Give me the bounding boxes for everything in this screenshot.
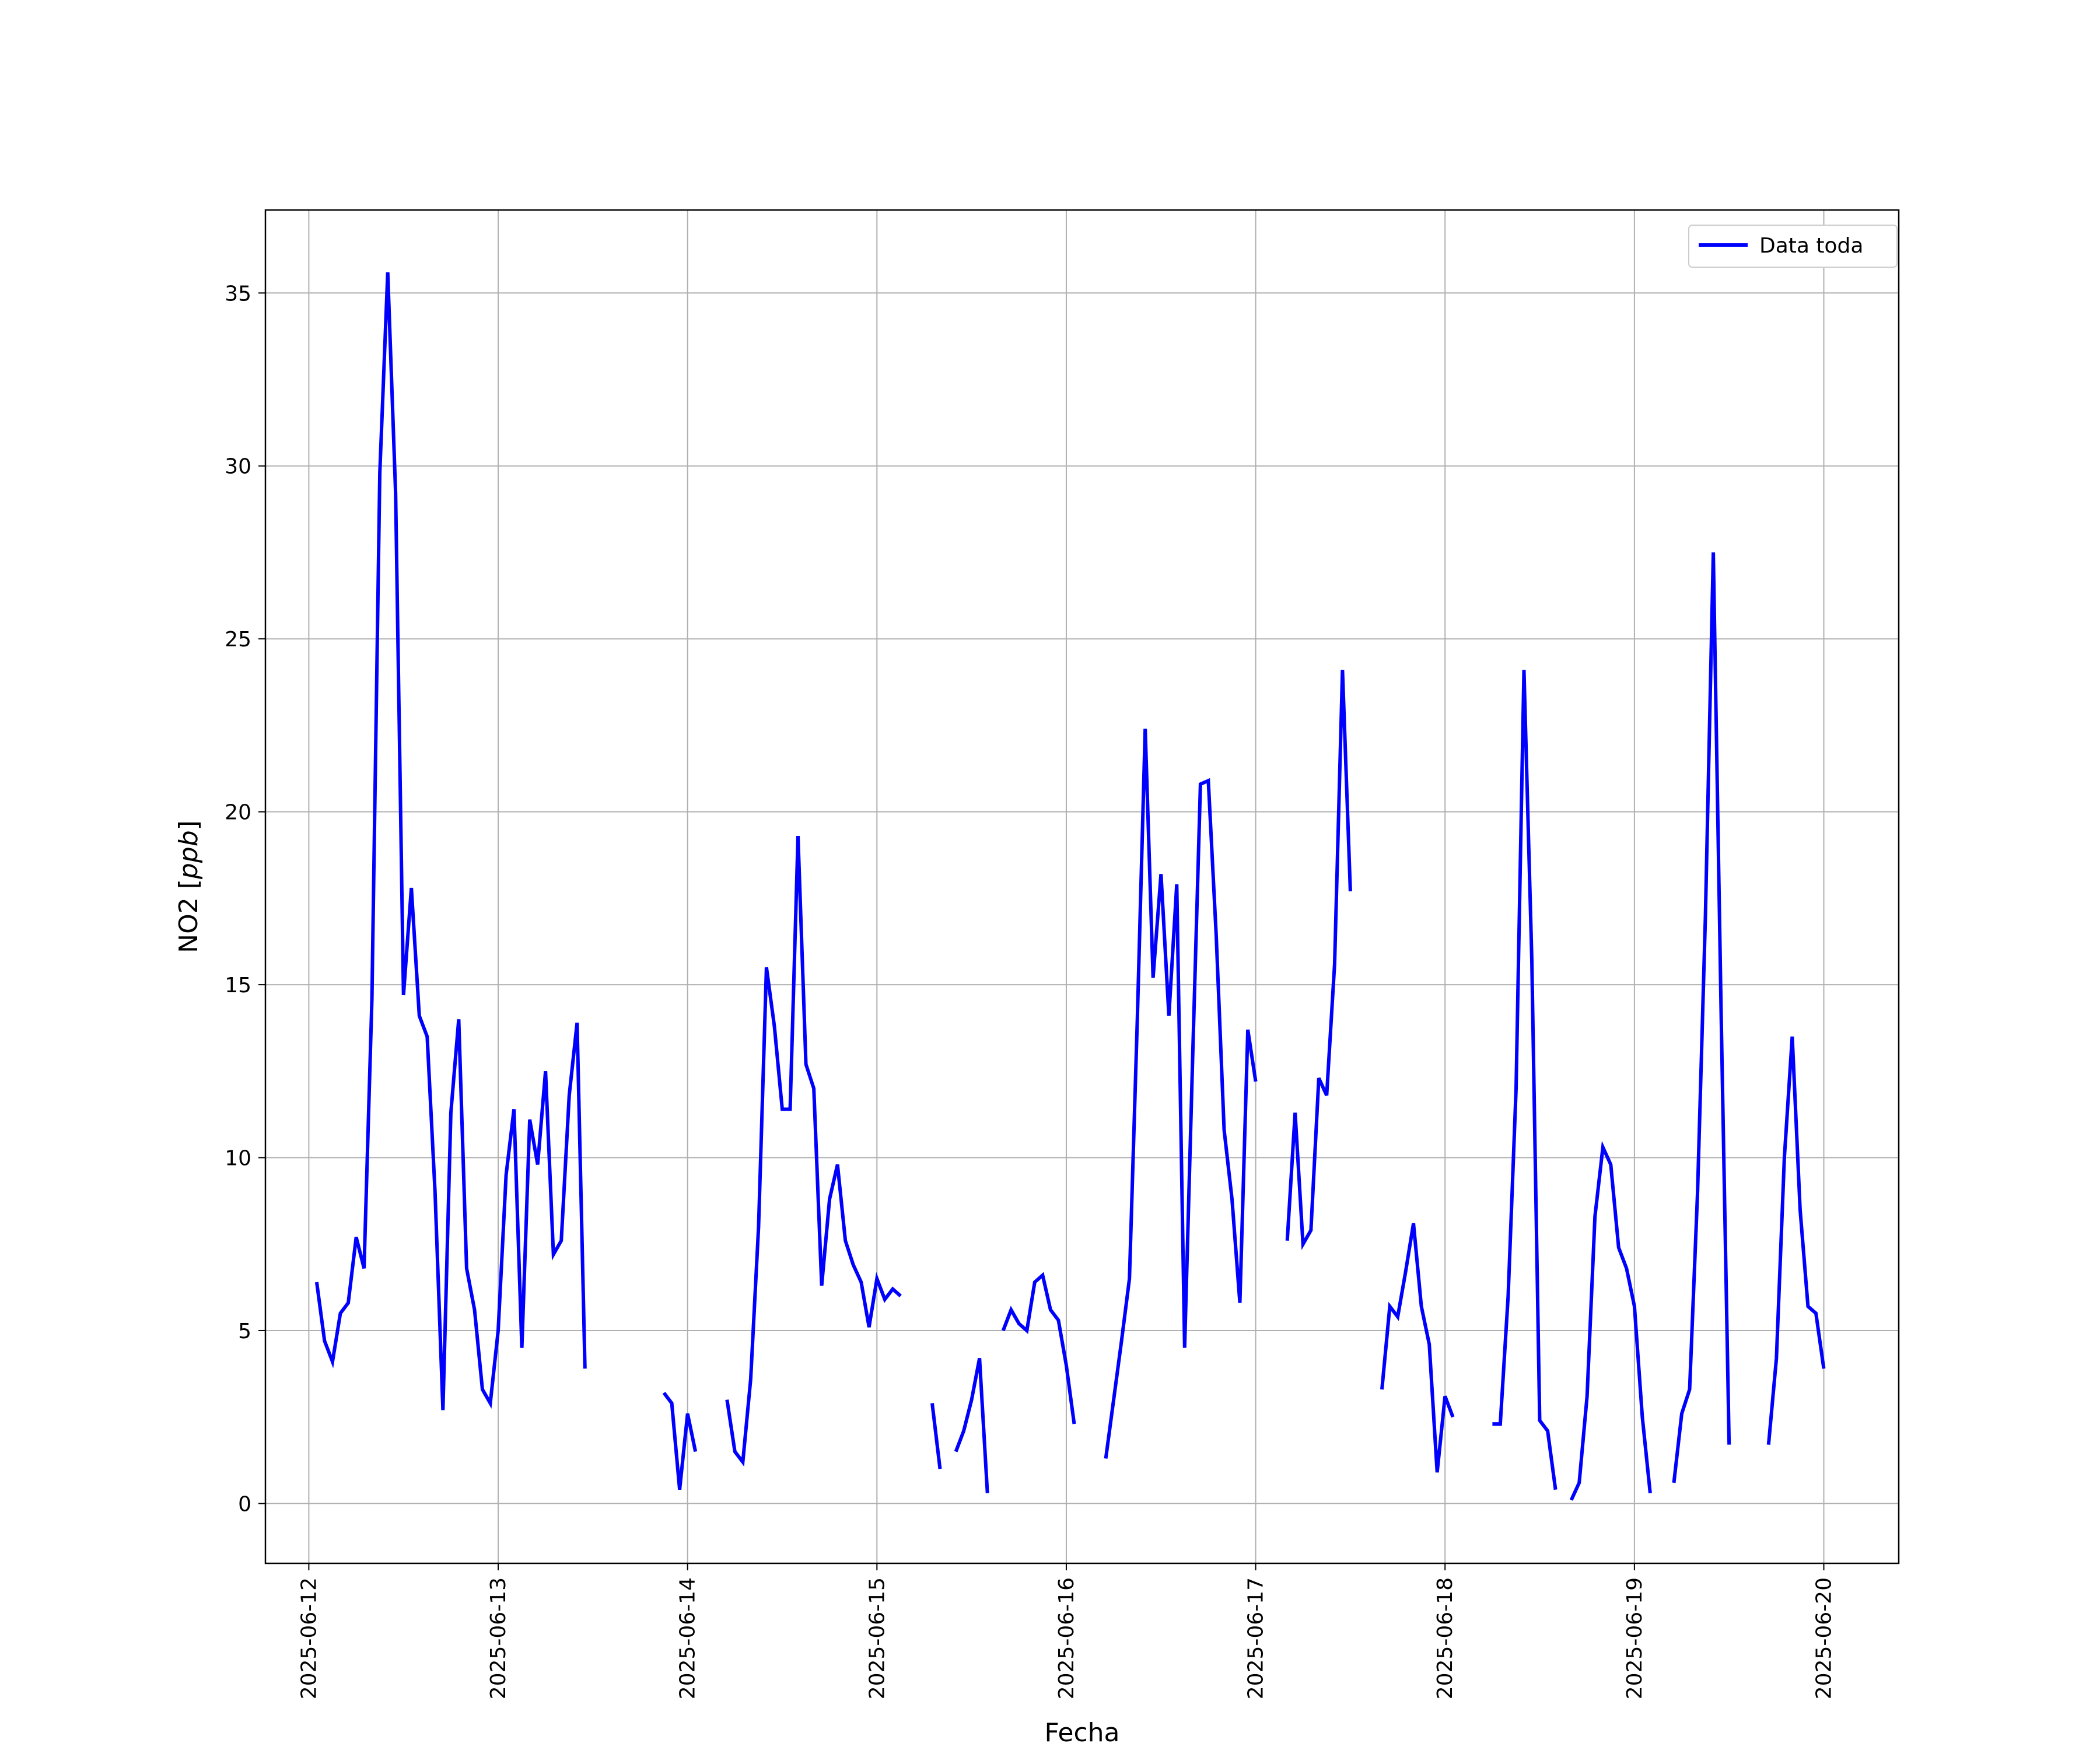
legend-label: Data toda: [1759, 234, 1863, 258]
legend: Data toda: [1688, 225, 1898, 268]
series-line-segment: [662, 1391, 698, 1490]
series-line-segment: [1766, 1036, 1826, 1445]
x-tick-label: 2025-06-16: [1055, 1577, 1079, 1699]
x-tick-label: 2025-06-17: [1244, 1577, 1268, 1699]
series-line-segment: [930, 1403, 942, 1469]
x-tick-label: 2025-06-13: [487, 1577, 510, 1699]
series-line-segment: [1001, 1272, 1076, 1424]
y-tick-label: 10: [225, 1147, 251, 1171]
y-axis-title-prefix: NO2 [: [174, 879, 204, 953]
y-axis-title-unit: ppb: [174, 830, 204, 880]
y-tick-label: 15: [225, 974, 251, 998]
y-tick-label: 25: [225, 628, 251, 652]
grid-lines: [265, 210, 1899, 1563]
y-axis-title-suffix: ]: [174, 820, 204, 830]
x-tick-label: 2025-06-20: [1812, 1577, 1836, 1699]
series-line-segment: [1492, 670, 1558, 1490]
x-axis-title: Fecha: [1044, 1718, 1119, 1748]
series-line-segment: [1285, 670, 1352, 1251]
series-line-segment: [954, 1357, 989, 1493]
x-tick-label: 2025-06-18: [1433, 1577, 1457, 1699]
y-tick-label: 20: [225, 801, 251, 825]
series-line-segment: [1380, 1223, 1455, 1473]
axis-ticks: 2025-06-12 2025-06-13 2025-06-14 2025-06-15…: [225, 282, 1836, 1699]
series-layer: [314, 272, 1826, 1501]
series-line-segment: [1569, 1140, 1652, 1501]
y-axis-title: NO2 [ppb]: [174, 820, 204, 953]
y-tick-label: 5: [238, 1320, 251, 1343]
x-tick-label: 2025-06-12: [297, 1577, 321, 1699]
x-tick-label: 2025-06-14: [676, 1577, 700, 1699]
series-line-segment: [1672, 552, 1731, 1483]
series-line-segment: [1104, 729, 1258, 1459]
series-line-segment: [725, 835, 902, 1467]
plot-area-frame: [264, 209, 1900, 1564]
x-tick-label: 2025-06-19: [1623, 1577, 1647, 1699]
series-line-segment: [314, 272, 587, 1410]
y-tick-label: 0: [238, 1492, 251, 1516]
y-tick-label: 35: [225, 282, 251, 306]
legend-box: [1688, 225, 1898, 268]
x-tick-label: 2025-06-15: [865, 1577, 889, 1699]
y-tick-label: 30: [225, 455, 251, 479]
